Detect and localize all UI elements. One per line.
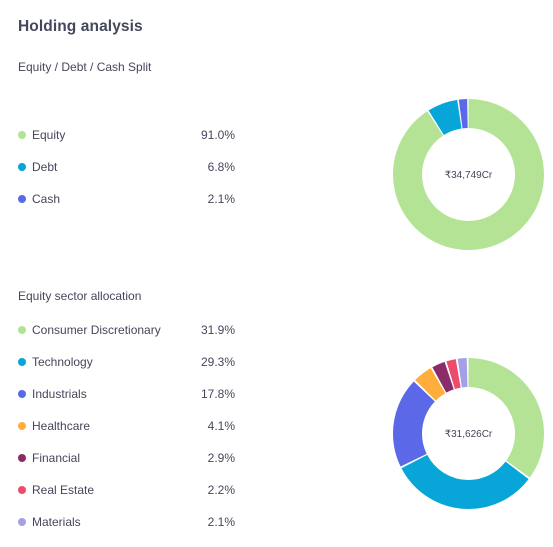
split-center-value: ₹34,749Cr <box>445 170 493 181</box>
legend-value: 2.1% <box>207 515 235 529</box>
sector-donut-chart: ₹31,626Cr <box>393 358 544 509</box>
legend-dot <box>18 518 26 526</box>
legend-dot <box>18 163 26 171</box>
legend-value: 31.9% <box>200 323 235 337</box>
legend-label: Materials <box>32 515 81 529</box>
split-section-title: Equity / Debt / Cash Split <box>18 60 152 74</box>
legend-row-equity: Equity 91.0% <box>18 126 235 144</box>
legend-label: Industrials <box>32 387 87 401</box>
donut-slice-equity[interactable] <box>393 99 544 250</box>
sector-section-title: Equity sector allocation <box>18 289 142 303</box>
legend-row-materials: Materials 2.1% <box>18 513 235 531</box>
legend-label: Real Estate <box>32 483 95 497</box>
legend-value: 2.1% <box>207 192 235 206</box>
legend-row-cash: Cash 2.1% <box>18 190 235 208</box>
split-donut-chart: ₹34,749Cr <box>393 99 544 250</box>
legend-row-consumer-discretionary: Consumer Discretionary 31.9% <box>18 321 235 339</box>
legend-value: 91.0% <box>200 128 235 142</box>
legend-label: Technology <box>32 355 93 369</box>
legend-row-debt: Debt 6.8% <box>18 158 235 176</box>
legend-label: Financial <box>32 451 81 465</box>
legend-dot <box>18 422 26 430</box>
legend-label: Healthcare <box>32 419 91 433</box>
page-title: Holding analysis <box>18 18 143 35</box>
legend-label: Debt <box>32 160 58 174</box>
donut-slice-industrials[interactable] <box>393 358 544 509</box>
legend-label: Equity <box>32 128 66 142</box>
legend-dot <box>18 195 26 203</box>
donut-slice-consumer-discretionary[interactable] <box>393 358 544 509</box>
legend-label: Cash <box>32 192 61 206</box>
legend-value: 29.3% <box>200 355 235 369</box>
legend-dot <box>18 486 26 494</box>
legend-value: 2.9% <box>207 451 235 465</box>
legend-row-financial: Financial 2.9% <box>18 449 235 467</box>
legend-row-healthcare: Healthcare 4.1% <box>18 417 235 435</box>
legend-label: Consumer Discretionary <box>32 323 161 337</box>
legend-row-real-estate: Real Estate 2.2% <box>18 481 235 499</box>
legend-row-technology: Technology 29.3% <box>18 353 235 371</box>
legend-row-industrials: Industrials 17.8% <box>18 385 235 403</box>
sector-donut-svg: ₹31,626Cr <box>393 358 544 509</box>
legend-value: 4.1% <box>207 419 235 433</box>
legend-value: 17.8% <box>200 387 235 401</box>
legend-dot <box>18 326 26 334</box>
legend-value: 2.2% <box>207 483 235 497</box>
legend-dot <box>18 131 26 139</box>
legend-dot <box>18 358 26 366</box>
legend-dot <box>18 454 26 462</box>
donut-slice-technology[interactable] <box>393 358 544 509</box>
legend-dot <box>18 390 26 398</box>
split-donut-svg: ₹34,749Cr <box>393 99 544 250</box>
sector-center-value: ₹31,626Cr <box>445 429 493 440</box>
legend-value: 6.8% <box>207 160 235 174</box>
